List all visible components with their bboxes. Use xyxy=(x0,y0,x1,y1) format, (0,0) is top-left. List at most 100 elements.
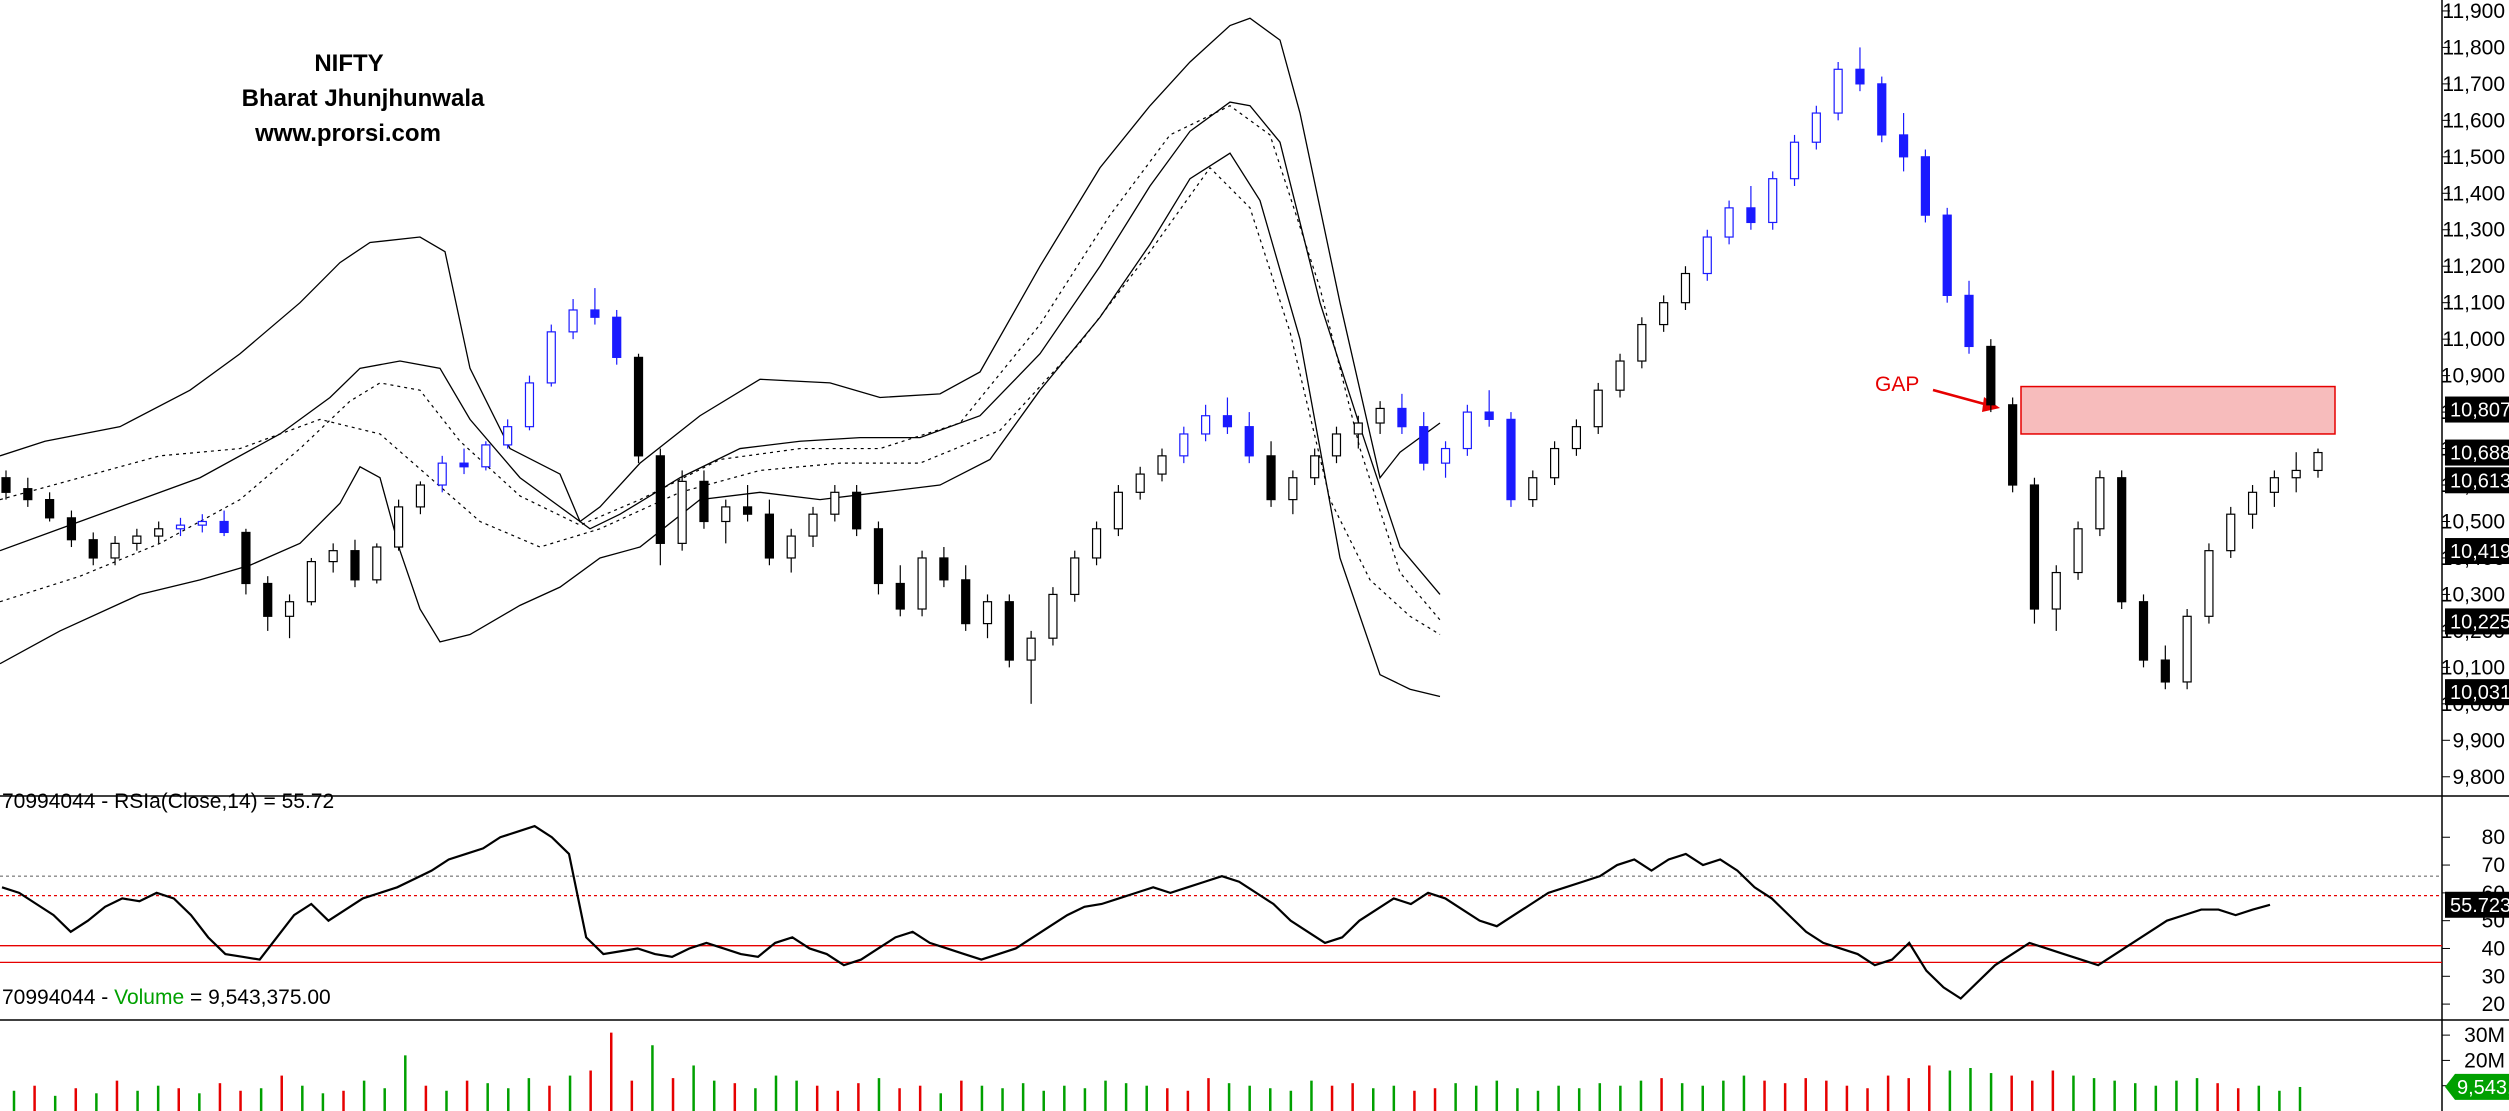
volume-current-tag-background xyxy=(2445,1073,2509,1100)
candle-body xyxy=(1986,345,1996,406)
candle-body xyxy=(1964,294,1974,348)
candle-body xyxy=(1244,426,1254,457)
price-tag-background xyxy=(2445,608,2509,635)
candle-body xyxy=(1070,557,1080,596)
candle-body xyxy=(241,531,251,585)
price-tick-label: 10,500 xyxy=(2441,510,2505,533)
candle-body xyxy=(415,484,426,508)
candle-body xyxy=(895,582,905,610)
candle-body xyxy=(2226,513,2236,552)
candle-body xyxy=(2117,477,2127,603)
candle-body xyxy=(263,582,273,617)
volume-label-value: = 9,543,375.00 xyxy=(184,986,331,1009)
price-tag-background xyxy=(2445,396,2509,423)
candle-body xyxy=(1768,178,1778,224)
rsi-tick-label: 30 xyxy=(2482,965,2505,988)
volume-label-prefix: 70994044 - xyxy=(2,986,114,1009)
chart-title-line-3: www.prorsi.com xyxy=(254,120,441,147)
candle-body xyxy=(1484,411,1494,420)
price-tag-background xyxy=(2445,467,2509,494)
bollinger-middle-band xyxy=(0,101,1441,595)
price-tick-label: 11,200 xyxy=(2442,255,2505,278)
price-tick-label: 10,900 xyxy=(2441,365,2505,388)
gap-arrow-shaft xyxy=(1932,388,1989,407)
rsi-tick-label: 20 xyxy=(2482,993,2505,1016)
rsi-tick-label: 70 xyxy=(2482,854,2505,877)
candle-body xyxy=(1462,411,1472,450)
rsi-panel: 2030405060708055.7238 xyxy=(0,824,2509,1021)
chart-title-line-1: NIFTY xyxy=(314,50,383,77)
price-tag-background xyxy=(2445,679,2509,706)
candle-body xyxy=(175,524,186,530)
candle-body xyxy=(284,601,295,617)
bollinger-lower-band xyxy=(0,152,1441,698)
candle-body xyxy=(655,455,665,544)
candle-body xyxy=(699,480,709,523)
candle-body xyxy=(1091,528,1102,559)
candle-body xyxy=(2160,659,2170,683)
candle-body xyxy=(742,506,753,515)
candle-body xyxy=(1811,112,1821,143)
candle-body xyxy=(1,477,11,493)
candle-body xyxy=(1571,426,1582,450)
candle-body xyxy=(394,506,404,548)
candle-body xyxy=(2313,451,2323,472)
candle-body xyxy=(1113,491,1123,530)
candle-body xyxy=(2073,528,2083,574)
candle-body xyxy=(961,579,971,625)
gap-annotation-label: GAP xyxy=(1875,373,1919,396)
candle-body xyxy=(1353,422,1363,435)
volume-tick-label: 30M xyxy=(2464,1024,2505,1047)
candle-body xyxy=(2095,477,2105,530)
price-tag-label: 10,688.9 xyxy=(2450,443,2509,465)
price-tick-label: 11,700 xyxy=(2442,73,2505,96)
candle-body xyxy=(350,550,360,581)
price-tag-background xyxy=(2445,439,2509,466)
rsi-tick-label: 80 xyxy=(2482,826,2505,849)
candle-body xyxy=(852,491,862,530)
price-tag-label: 10,419.5 xyxy=(2450,541,2509,563)
candle-body xyxy=(23,488,33,501)
rsi-current-tag-background xyxy=(2445,891,2509,918)
candle-body xyxy=(2204,550,2214,617)
price-tag-label: 10,807 xyxy=(2450,400,2509,422)
rsi-line xyxy=(1,824,2271,1000)
candle-body xyxy=(546,331,556,384)
rsi-current-tag-label: 55.7238 xyxy=(2450,895,2509,917)
price-tick-label: 11,400 xyxy=(2442,182,2505,205)
candle-body xyxy=(1048,593,1058,639)
bollinger-upper-band xyxy=(0,17,1441,523)
price-tick-label: 9,800 xyxy=(2452,766,2505,789)
candle-body xyxy=(306,561,316,603)
price-tick-label: 11,900 xyxy=(2442,0,2505,23)
price-tick-label: 11,300 xyxy=(2442,219,2505,242)
candle-body xyxy=(1026,637,1036,661)
candle-body xyxy=(459,462,469,468)
candle-body xyxy=(1615,360,1625,391)
chart-title-line-2: Bharat Jhunjhunwala xyxy=(242,85,485,112)
price-tick-label: 10,300 xyxy=(2441,583,2505,606)
candle-body xyxy=(786,535,796,559)
candle-body xyxy=(590,309,600,318)
candle-body xyxy=(917,557,927,610)
candle-body xyxy=(1157,455,1167,475)
candle-body xyxy=(88,539,98,559)
candle-body xyxy=(1724,207,1734,238)
candle-body xyxy=(830,491,840,515)
candle-body xyxy=(2008,404,2018,486)
volume-panel: 10M20M30M9,543,375 xyxy=(12,1024,2509,1111)
candle-body xyxy=(1004,601,1014,661)
candle-body xyxy=(1659,302,1669,326)
candle-body xyxy=(1637,323,1647,362)
candle-body xyxy=(481,444,491,468)
price-tag-background xyxy=(2445,538,2509,565)
candle-body xyxy=(1877,83,1887,136)
candle-body xyxy=(1375,407,1385,424)
price-tag-label: 10,613.2 xyxy=(2450,470,2509,492)
candle-body xyxy=(2138,601,2149,661)
candle-body xyxy=(1942,214,1952,296)
candle-body xyxy=(1855,68,1865,85)
